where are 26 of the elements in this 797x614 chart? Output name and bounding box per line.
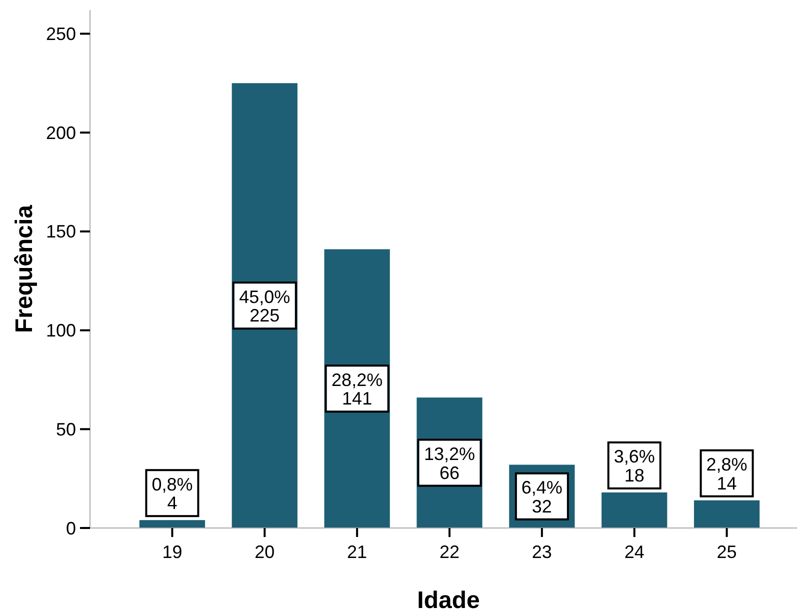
y-tick-label: 0 [66,518,76,538]
y-axis-title: Frequência [11,204,38,334]
x-tick-label: 24 [624,542,644,562]
y-tick-label: 150 [46,222,76,242]
bar [139,520,206,528]
x-tick-label: 25 [716,542,737,562]
data-label: 28,2% 141 [332,370,383,409]
y-tick-label: 50 [56,419,76,440]
bar [602,492,668,528]
y-tick-label: 250 [46,24,76,44]
data-label: 3,6% 18 [614,446,655,486]
data-label: 2,8% 14 [706,454,748,494]
bar [232,83,298,528]
x-axis-title: Idade [417,587,480,614]
x-tick-label: 21 [347,542,368,562]
x-tick-label: 20 [254,542,275,562]
y-tick-label: 100 [46,320,76,341]
data-label: 0,8% 4 [152,474,193,514]
x-tick-label: 22 [439,542,460,562]
data-label: 6,4% 32 [521,478,562,516]
data-label: 45,0% 225 [239,286,290,326]
y-tick-label: 200 [46,122,76,143]
x-tick-label: 23 [532,542,552,562]
bar [694,500,760,528]
data-label: 13,2% 66 [424,444,476,483]
x-tick-label: 19 [162,542,182,562]
